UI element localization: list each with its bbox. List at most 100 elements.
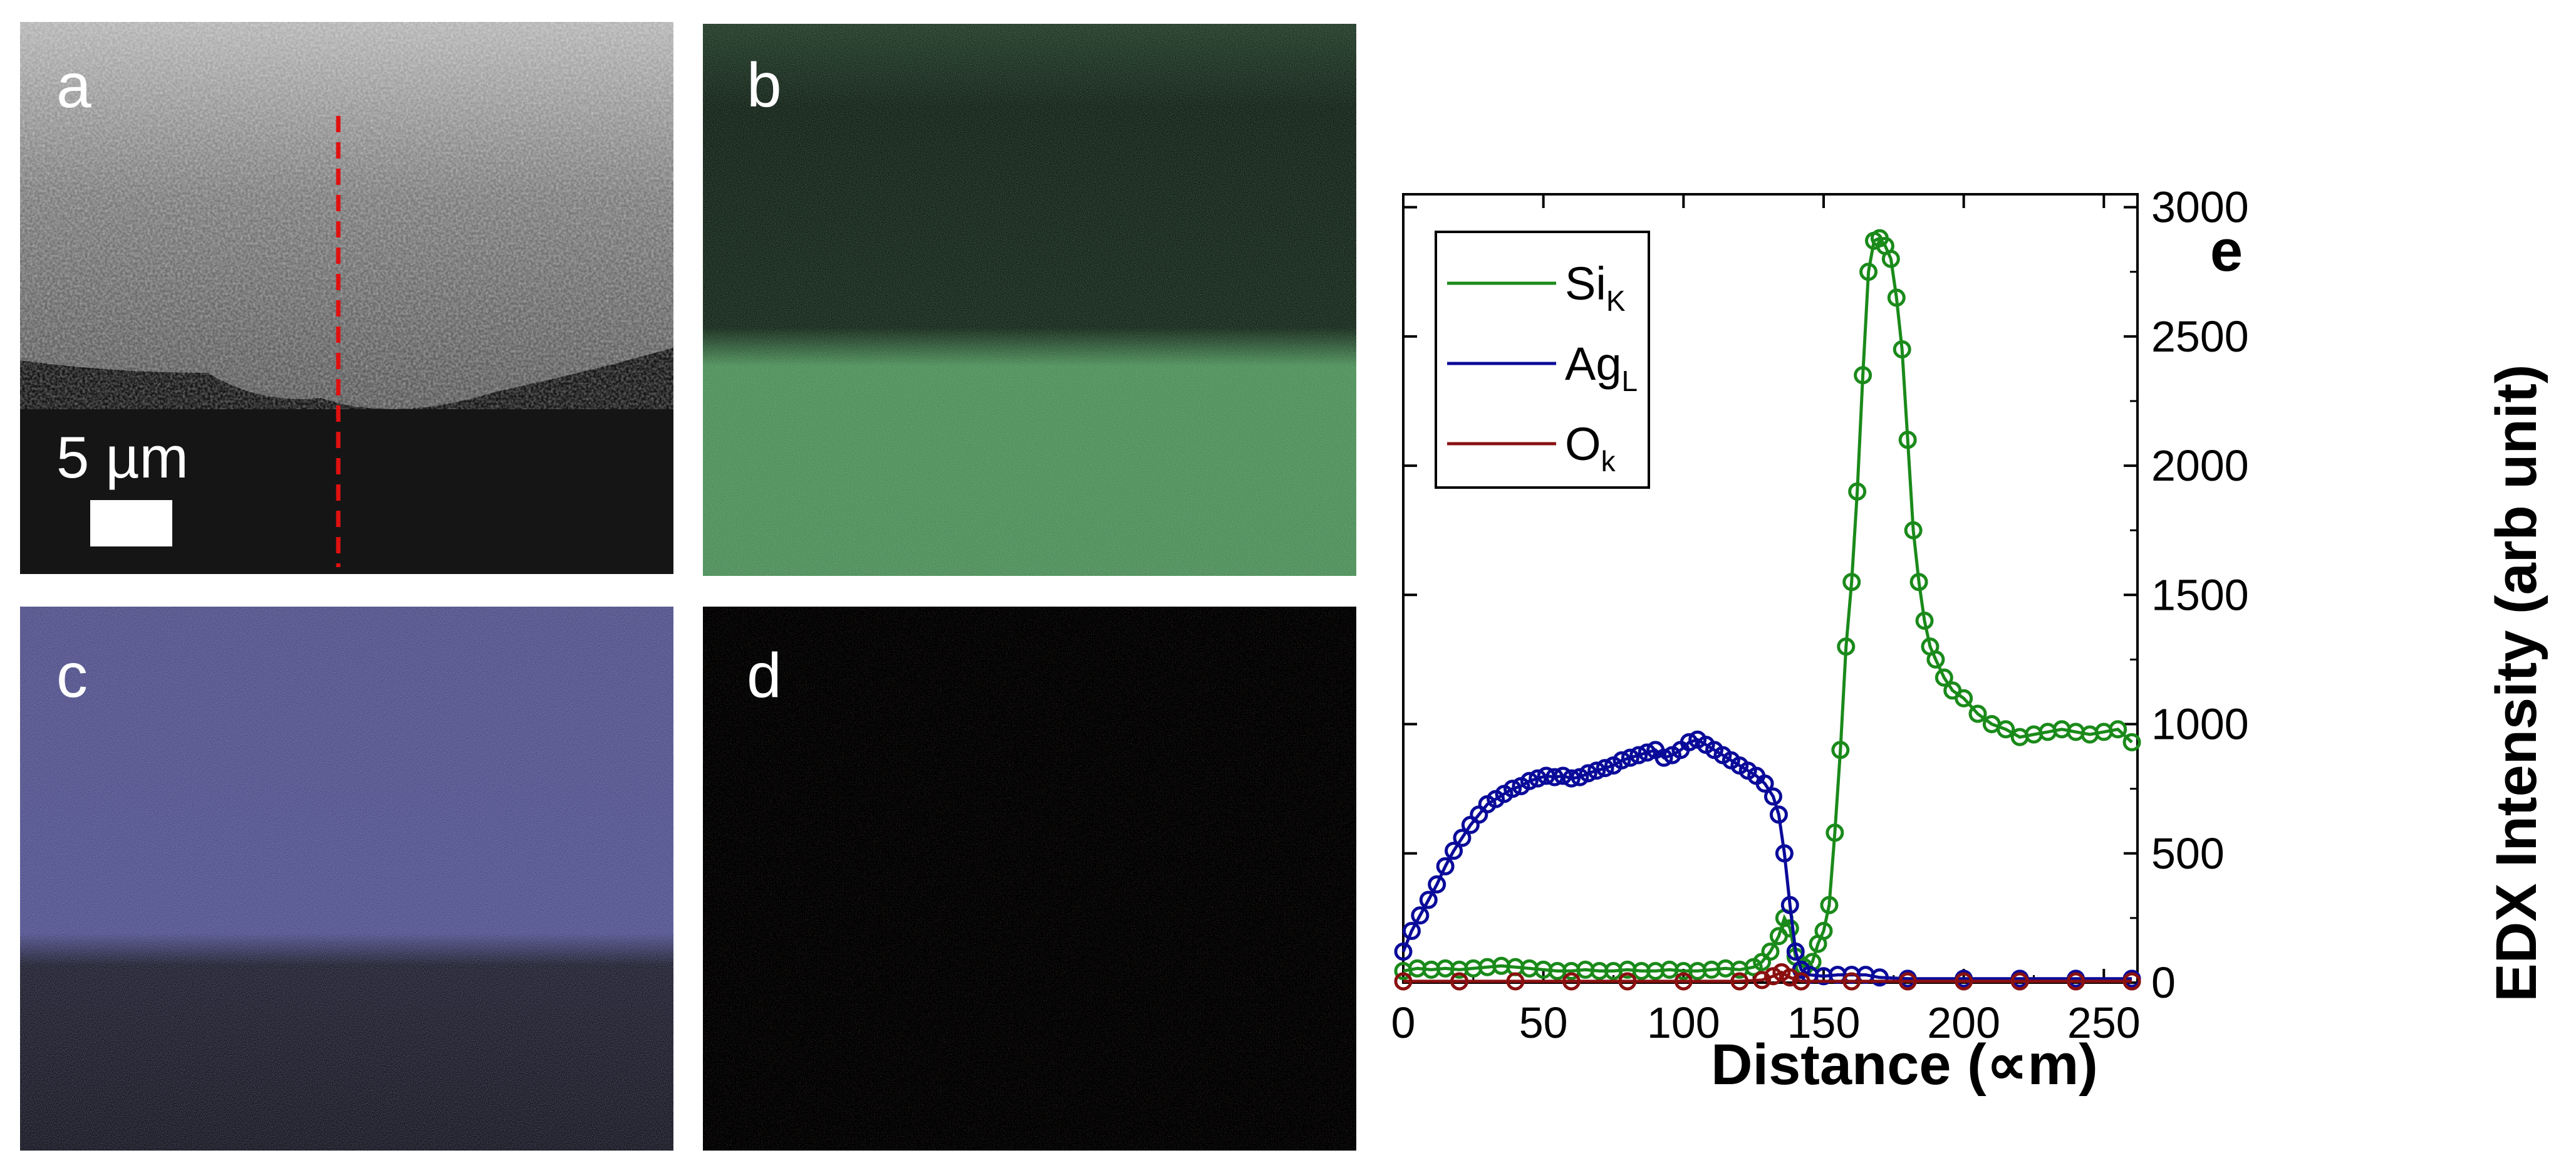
si-map-image	[703, 24, 1356, 576]
data-point-si	[2109, 720, 2127, 739]
data-point-o	[1792, 972, 1810, 991]
data-point-si	[1814, 922, 1833, 941]
data-point-ag	[1596, 759, 1614, 778]
data-point-o	[1618, 972, 1637, 991]
data-point-ag	[1870, 968, 1889, 987]
data-point-si	[1909, 573, 1928, 592]
data-point-o	[1763, 967, 1782, 986]
si-map-panel: b	[703, 24, 1356, 576]
y-tick-label: 2500	[2151, 312, 2249, 361]
x-tick-label: 100	[1647, 998, 1720, 1047]
y-tick-label: 1000	[2151, 700, 2249, 749]
data-point-ag	[1419, 891, 1438, 909]
data-point-ag	[1621, 748, 1639, 767]
data-point-ag	[1436, 857, 1455, 875]
panel-label-b: b	[747, 50, 782, 120]
plot-area: 0 50 100 150 200 250050010001500200025003000S…	[1391, 183, 2249, 1047]
data-point-ag	[1763, 787, 1782, 806]
data-point-si	[1968, 704, 1987, 723]
data-point-o	[1562, 972, 1581, 991]
data-point-ag	[1428, 875, 1446, 894]
x-tick-label: 200	[1927, 998, 2000, 1047]
y-tick-label: 1500	[2151, 570, 2249, 619]
scale-bar	[90, 500, 172, 546]
data-point-o	[2010, 972, 2029, 991]
data-point-si	[1881, 249, 1900, 268]
data-point-si	[1935, 668, 1953, 687]
data-point-si	[1893, 340, 1911, 358]
y-tick-label: 0	[2151, 958, 2176, 1007]
scale-bar-label: 5 µm	[56, 424, 189, 490]
data-point-ag	[1562, 769, 1581, 788]
data-point-si	[1837, 637, 1856, 656]
data-point-ag	[1394, 943, 1413, 961]
data-point-ag	[1775, 844, 1794, 863]
y-tick-label: 3000	[2151, 183, 2249, 232]
data-point-ag	[1769, 805, 1788, 824]
data-point-ag	[1529, 769, 1547, 788]
data-point-ag	[1453, 828, 1472, 847]
data-point-o	[1780, 968, 1799, 987]
ag-map-image	[20, 607, 673, 1151]
data-point-si	[1761, 943, 1780, 961]
panel-label-a: a	[56, 51, 91, 121]
y-axis-label: EDX Intensity (arb unit)	[2485, 364, 2548, 1001]
x-tick-label: 250	[2067, 998, 2141, 1047]
data-point-ag	[1613, 751, 1631, 770]
data-point-si	[1780, 919, 1799, 938]
data-point-si	[1848, 482, 1867, 501]
y-tick-label: 2000	[2151, 441, 2249, 490]
data-point-ag	[1654, 748, 1673, 767]
data-point-si	[1904, 521, 1923, 540]
data-point-ag	[1786, 943, 1805, 961]
data-point-o	[1842, 972, 1861, 991]
data-point-si	[1915, 612, 1934, 630]
data-point-o	[1394, 972, 1413, 991]
data-point-si	[1887, 288, 1906, 307]
data-point-si	[1859, 263, 1878, 281]
series-line-o	[1403, 970, 2132, 983]
data-point-o	[1506, 972, 1525, 991]
data-point-ag	[1579, 764, 1597, 783]
data-point-si	[1898, 431, 1917, 449]
data-point-o	[2122, 972, 2141, 991]
data-point-ag	[1554, 766, 1572, 785]
data-point-o	[1753, 971, 1772, 990]
data-point-o	[1730, 972, 1749, 991]
data-point-ag	[1545, 768, 1564, 786]
y-tick-label: 500	[2151, 829, 2225, 878]
x-tick-label: 0	[1391, 998, 1416, 1047]
sem-image-panel: a 5 µm	[20, 22, 673, 574]
data-point-ag	[1780, 896, 1799, 914]
data-point-ag	[1503, 780, 1522, 798]
data-point-o	[1898, 972, 1917, 991]
panel-label-d: d	[747, 640, 782, 711]
data-point-si	[1997, 720, 2015, 739]
data-point-ag	[1537, 766, 1555, 785]
chart-panel-label: e	[2210, 217, 2243, 283]
data-point-ag	[1411, 906, 1430, 925]
panel-label-c: c	[56, 640, 88, 711]
data-point-si	[1926, 650, 1945, 669]
data-point-ag	[1402, 922, 1421, 941]
data-point-si	[1842, 573, 1861, 592]
data-point-si	[1826, 823, 1844, 842]
data-point-si	[2122, 733, 2141, 751]
data-point-ag	[1587, 761, 1606, 780]
data-point-ag	[1629, 746, 1648, 765]
data-point-o	[1674, 972, 1693, 991]
data-point-o	[1955, 972, 1973, 991]
ag-map-panel: c	[20, 607, 673, 1151]
data-point-si	[1831, 741, 1850, 760]
x-tick-label: 150	[1787, 998, 1861, 1047]
x-tick-label: 50	[1519, 998, 1568, 1047]
data-point-si	[1955, 689, 1973, 708]
data-point-si	[1820, 896, 1839, 914]
data-point-ag	[1520, 771, 1539, 790]
sem-image	[20, 22, 673, 574]
o-map-panel: d	[703, 607, 1356, 1151]
data-point-si	[1854, 366, 1872, 385]
edx-line-scan-chart: 0 50 100 150 200 250050010001500200025003000S…	[1391, 183, 2548, 1097]
x-axis-label: Distance (∝m)	[1711, 1033, 2098, 1097]
data-point-ag	[1571, 768, 1589, 786]
